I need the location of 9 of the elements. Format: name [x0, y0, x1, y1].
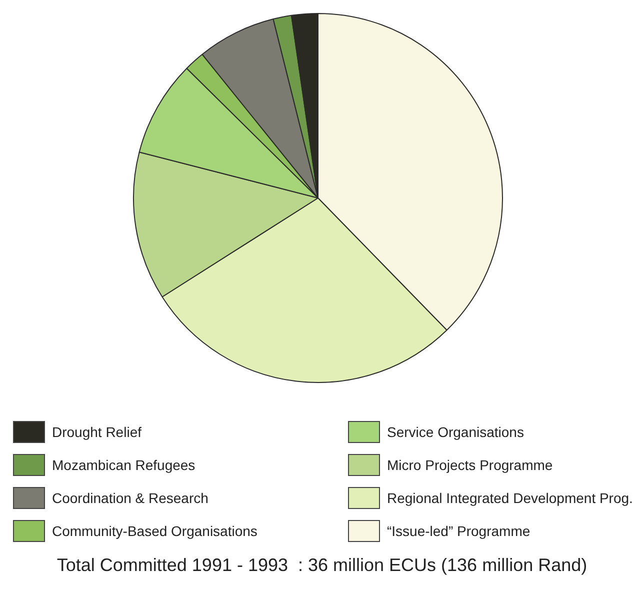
legend-label: Community-Based Organisations: [52, 522, 258, 538]
legend-label: Service Organisations: [387, 424, 524, 440]
legend-label: Micro Projects Programme: [387, 456, 553, 472]
legend-label: Mozambican Refugees: [52, 456, 196, 472]
legend-label: Regional Integrated Development Prog.: [387, 490, 633, 506]
text: Total Committed 1991 - 1993 : 36 million ECUs (136 million Rand): [56, 555, 588, 576]
legend-label: Drought Relief: [52, 424, 142, 440]
legend-label: Coordination & Research: [52, 490, 208, 506]
legend-label: “Issue-led” Programme: [387, 522, 530, 538]
